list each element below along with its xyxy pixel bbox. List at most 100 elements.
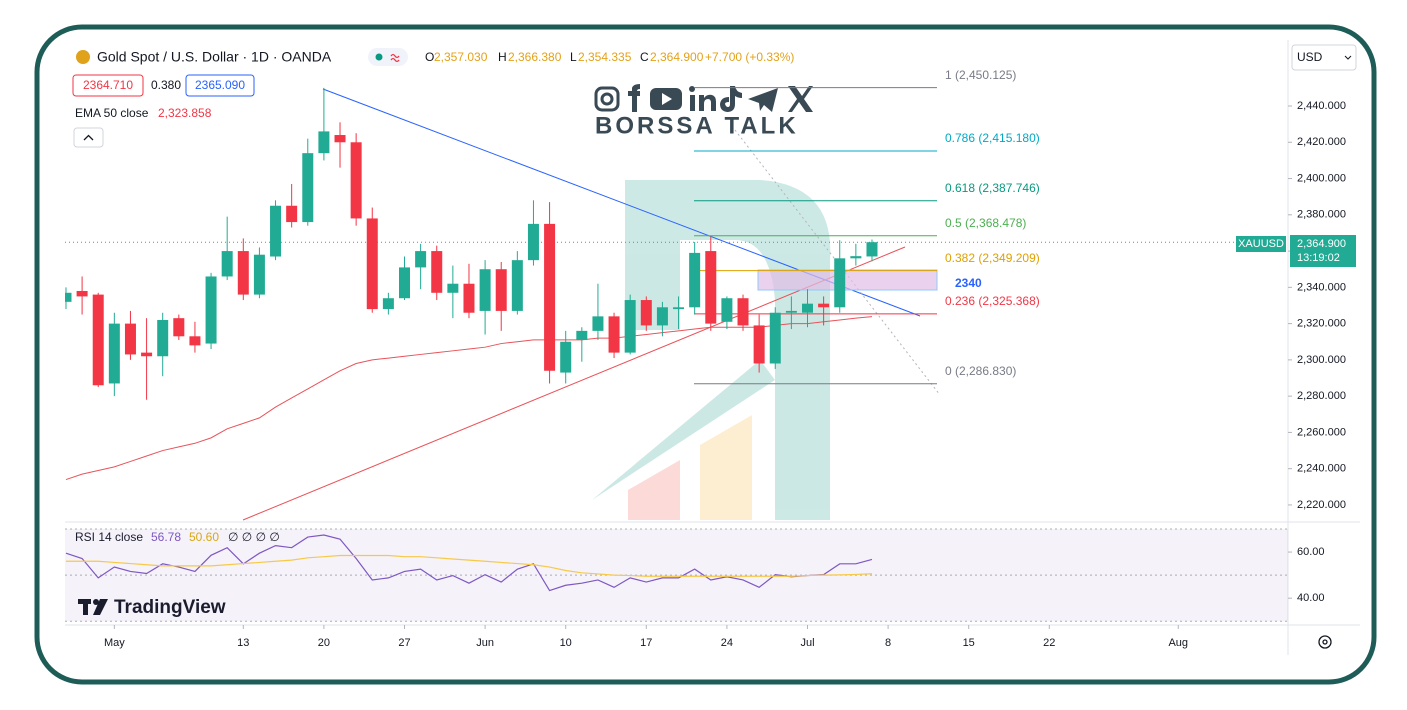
rsi-value: 56.78 — [151, 530, 181, 544]
watermark-icons — [594, 84, 813, 112]
y-tick-label: 2,380.000 — [1297, 209, 1346, 221]
candle-body — [624, 300, 636, 353]
candle-body — [173, 318, 185, 337]
candle-body — [560, 341, 572, 373]
x-tick-label: 15 — [963, 637, 975, 649]
candle-body — [221, 251, 233, 277]
rsi-title: RSI 14 close — [75, 530, 143, 544]
candle-body — [479, 269, 491, 311]
candle-body — [656, 307, 668, 326]
candle-body — [141, 352, 153, 357]
frame — [34, 24, 1377, 685]
brand-name: TradingView — [114, 597, 226, 618]
candle-body — [431, 251, 443, 293]
ohlc-key: O — [425, 50, 434, 64]
ask-price: 2365.090 — [195, 78, 245, 92]
x-tick-label: Aug — [1168, 637, 1188, 649]
ohlc-value: 2,357.030 — [434, 50, 488, 64]
candle-body — [511, 260, 523, 311]
ohlc-key: L — [570, 50, 577, 64]
x-tick-label: Jun — [476, 637, 494, 649]
y-tick-label: 40.00 — [1297, 592, 1325, 604]
candle-body — [769, 312, 781, 364]
drawings — [242, 88, 941, 521]
last-price-label: 2,364.900 — [1297, 238, 1346, 250]
candle-body — [640, 300, 652, 326]
symbol-tag-label: XAUUSD — [1238, 238, 1284, 250]
candle-body — [689, 252, 701, 308]
candle-body — [721, 298, 733, 322]
candle-body — [527, 223, 539, 261]
bid-price: 2364.710 — [83, 78, 133, 92]
candle-body — [286, 205, 298, 223]
spread: 0.380 — [151, 78, 181, 92]
ohlc-change: +7.700 (+0.33%) — [705, 50, 794, 64]
candle-body — [318, 131, 330, 154]
candle-body — [834, 258, 846, 308]
x-tick-label: 10 — [560, 637, 572, 649]
currency-label: USD — [1297, 50, 1323, 64]
ema-line — [65, 316, 873, 481]
candle-body — [608, 316, 620, 353]
candle-body — [108, 323, 120, 384]
candle-body — [302, 153, 314, 223]
y-tick-label: 2,400.000 — [1297, 172, 1346, 184]
candle-body — [866, 242, 878, 257]
y-tick-label: 2,280.000 — [1297, 390, 1346, 402]
ohlc-key: C — [640, 50, 649, 64]
candle-body — [399, 267, 410, 299]
x-tick-label: Jul — [800, 637, 814, 649]
x-tick-label: 13 — [237, 637, 249, 649]
ohlc-legend: O 2,357.030 H 2,366.380 L 2,354.335 C 2,364.900… — [425, 50, 794, 64]
dropdown-arrow — [1344, 55, 1352, 60]
bid-box[interactable] — [72, 74, 144, 97]
last-price-tag — [1290, 235, 1356, 267]
fib-label: 0.5 (2,368.478) — [945, 216, 1026, 230]
candle-body — [382, 298, 394, 310]
settings-icon[interactable] — [1318, 635, 1332, 649]
candle-body — [65, 292, 72, 302]
candle-body — [447, 283, 459, 293]
y-tick-label: 2,220.000 — [1297, 499, 1346, 511]
candle-body — [350, 142, 362, 219]
y-tick-label: 2,420.000 — [1297, 136, 1346, 148]
candle-body — [802, 303, 813, 313]
y-tick-label: 2,340.000 — [1297, 281, 1346, 293]
candle-body — [237, 251, 249, 295]
x-tick-label: 27 — [398, 637, 410, 649]
rsi-ma-value: 50.60 — [189, 530, 219, 544]
ask-box[interactable] — [185, 74, 255, 97]
currency-dropdown[interactable] — [1291, 44, 1357, 71]
candle-body — [463, 283, 475, 313]
fib-trend — [734, 129, 941, 396]
series-line — [65, 554, 873, 577]
candle-body — [270, 205, 282, 257]
y-tick-label: 2,440.000 — [1297, 100, 1346, 112]
candle-body — [753, 325, 765, 364]
x-tick-label: 17 — [640, 637, 652, 649]
candle-body — [415, 251, 427, 268]
ohlc-value: 2,364.900 — [650, 50, 704, 64]
fib-label: 0.236 (2,325.368) — [945, 294, 1040, 308]
candle-body — [124, 323, 136, 355]
candle-body — [544, 223, 556, 371]
ohlc-value: 2,366.380 — [508, 50, 562, 64]
x-tick-label: 24 — [721, 637, 733, 649]
trend-line — [242, 246, 906, 521]
rsi-pane — [65, 528, 1288, 622]
ohlc-value: 2,354.335 — [578, 50, 632, 64]
ohlc-key: H — [498, 50, 507, 64]
candle-body — [92, 294, 104, 386]
y-tick-label: 2,300.000 — [1297, 354, 1346, 366]
candle-body — [157, 319, 169, 357]
candle-body — [205, 276, 217, 344]
rsi-extra: ∅ ∅ ∅ ∅ — [228, 530, 280, 544]
candle-body — [737, 298, 749, 326]
countdown: 13:19:02 — [1297, 252, 1340, 264]
candle-body — [850, 256, 862, 259]
collapse-button[interactable] — [73, 127, 104, 148]
watermark-text: BORSSA TALK — [595, 112, 799, 139]
fib-label: 0 (2,286.830) — [945, 364, 1016, 378]
zone-label: 2340 — [955, 276, 982, 290]
